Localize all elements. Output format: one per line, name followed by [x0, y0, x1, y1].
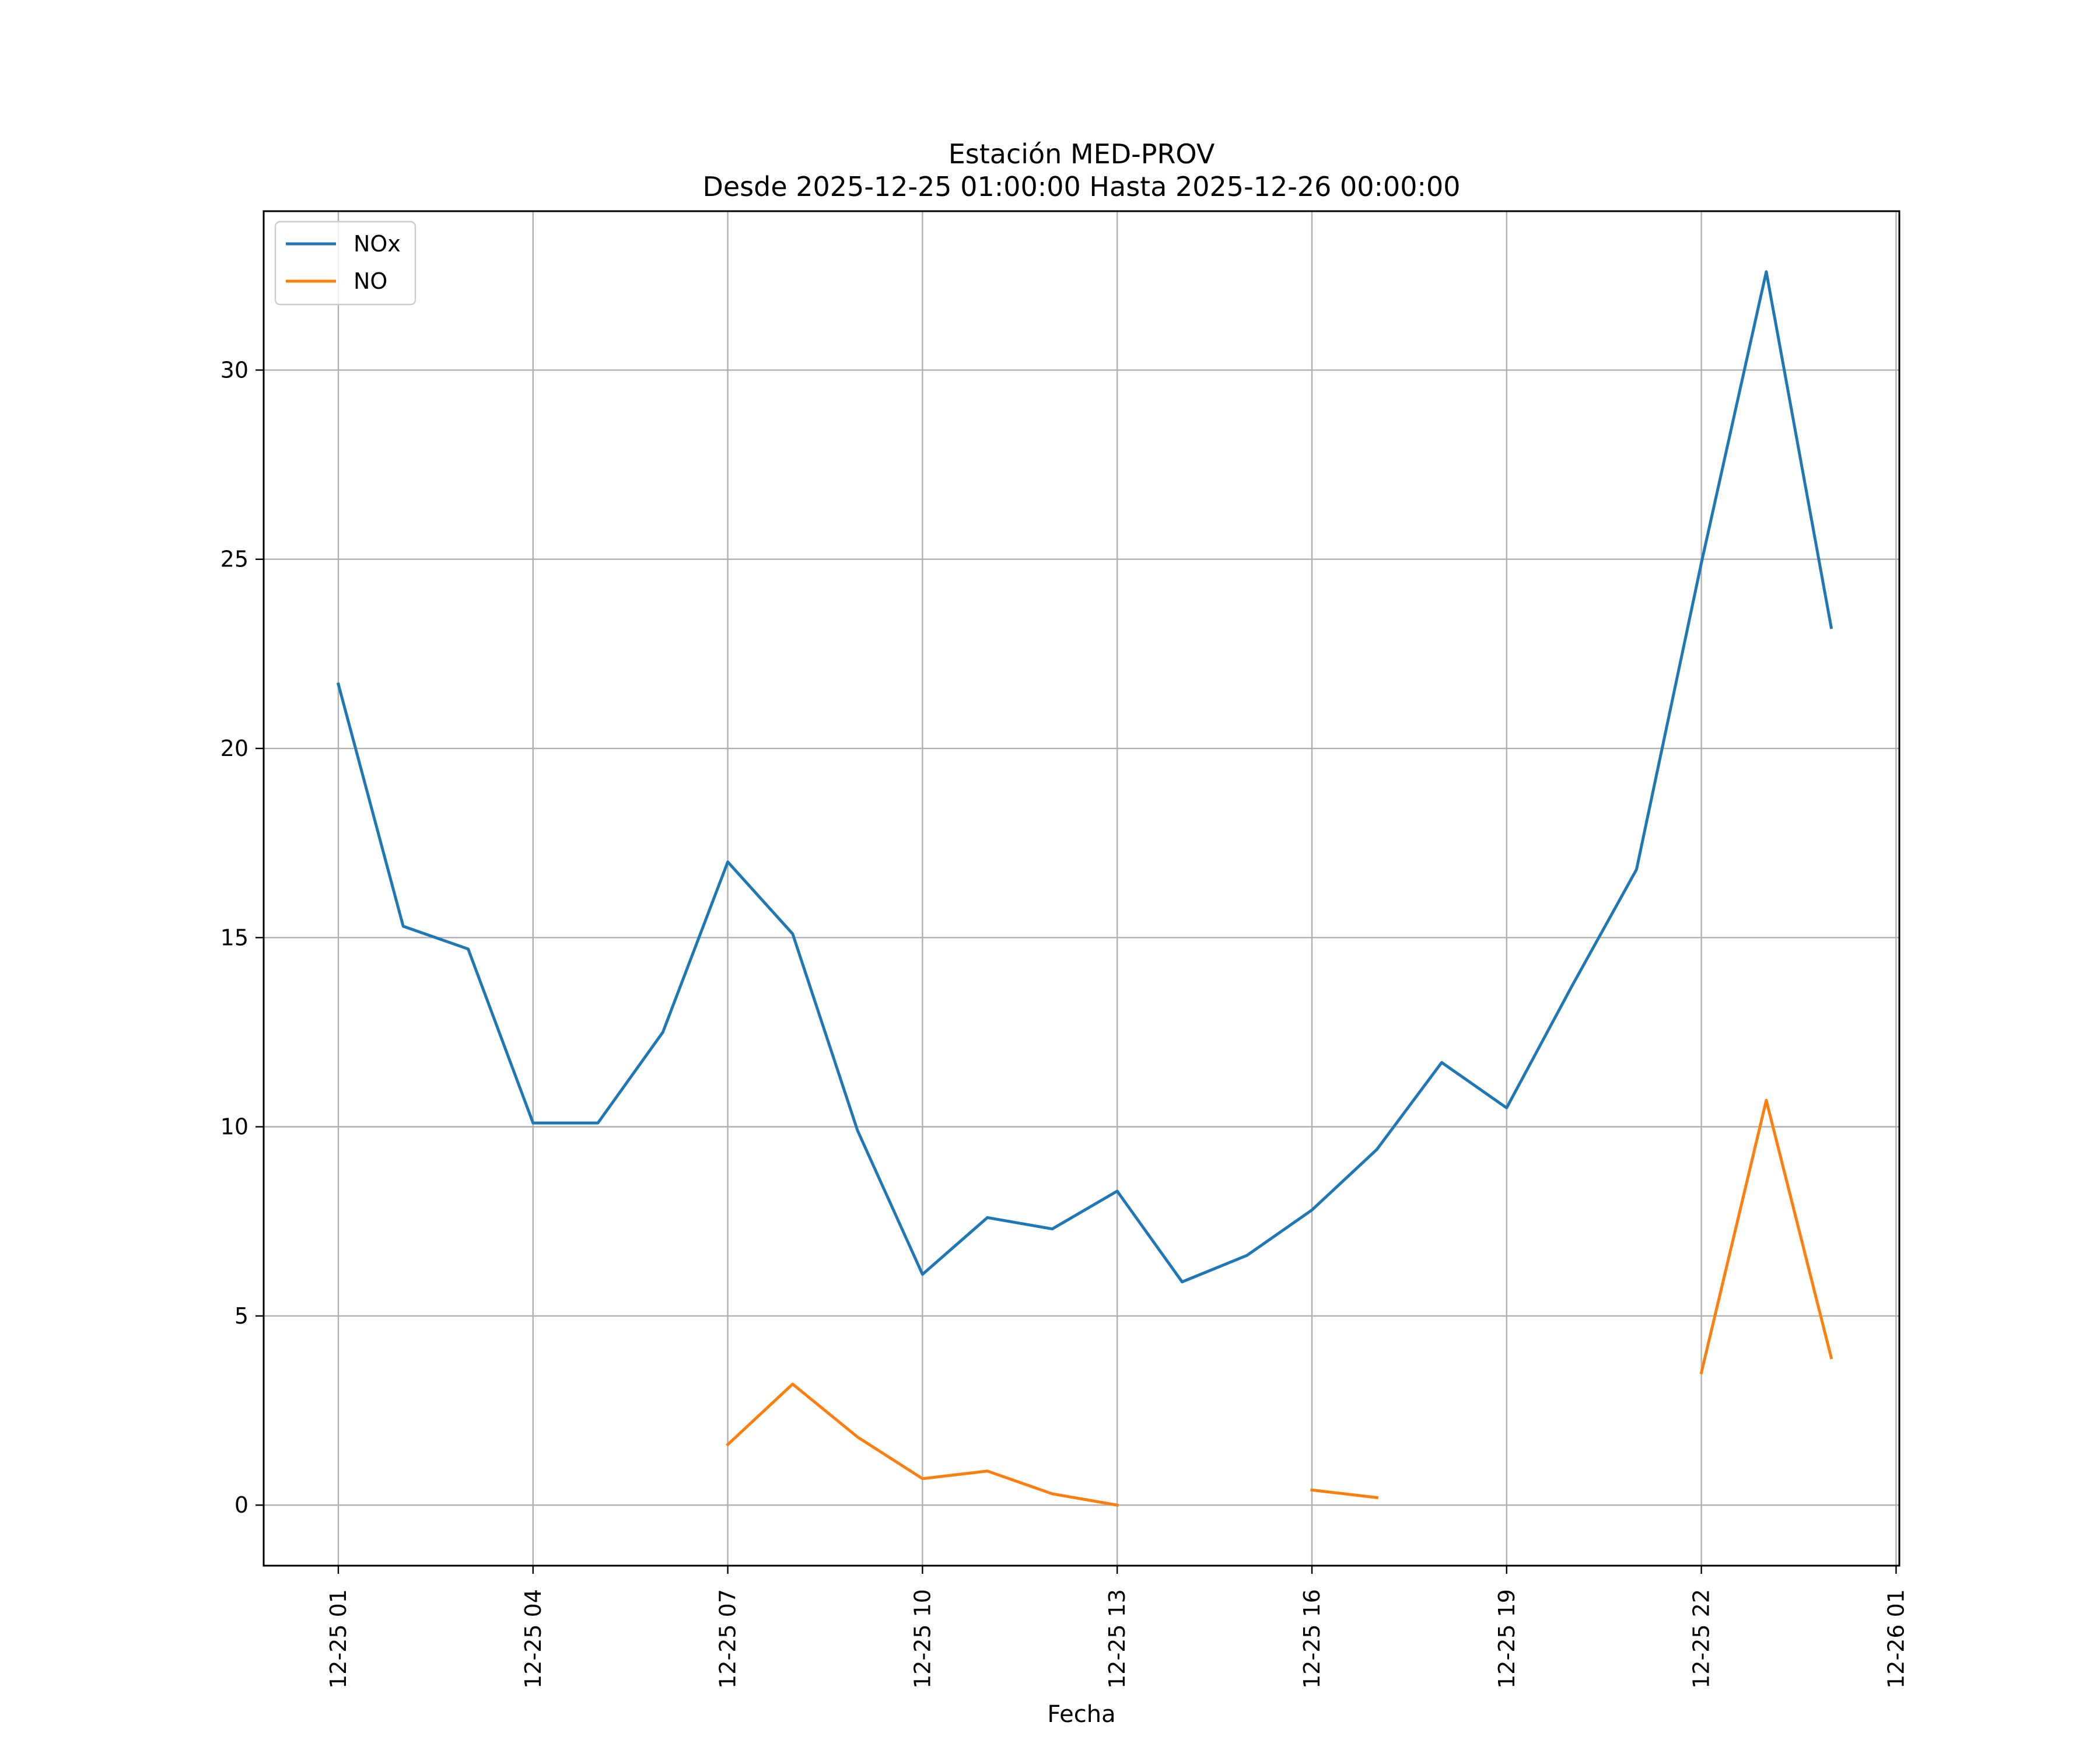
y-tick-label: 20 [220, 736, 249, 761]
series-line-no [1699, 1098, 1833, 1375]
x-tick-label: 12-25 04 [520, 1589, 546, 1689]
y-tick-label: 0 [235, 1492, 249, 1518]
y-tick-label: 15 [220, 925, 249, 950]
chart-title: Estación MED-PROV [949, 138, 1215, 170]
chart-subtitle: Desde 2025-12-25 01:00:00 Hasta 2025-12-… [702, 171, 1460, 202]
y-axis: 0 5 10 15 20 25 30 [220, 357, 264, 1518]
x-tick-label: 12-25 07 [715, 1589, 741, 1689]
x-tick-label: 12-25 10 [909, 1589, 935, 1689]
x-tick-label: 12-25 16 [1299, 1589, 1325, 1689]
legend-label-nox: NOx [354, 231, 401, 257]
x-tick-label: 12-25 13 [1104, 1589, 1130, 1689]
series-nox [336, 270, 1833, 1283]
x-axis-label: Fecha [1047, 1701, 1115, 1728]
y-tick-label: 25 [220, 547, 249, 572]
x-tick-label: 12-25 19 [1494, 1589, 1520, 1689]
plot-frame [262, 210, 1901, 1567]
legend: NOx NO [274, 220, 416, 306]
series-no [726, 1098, 1833, 1507]
grid [264, 211, 1899, 1566]
series-line-no [726, 1382, 1119, 1507]
x-tick-label: 12-26 01 [1883, 1589, 1909, 1689]
series-group [336, 270, 1833, 1507]
y-tick-label: 10 [220, 1114, 249, 1140]
series-line-nox [336, 270, 1833, 1283]
x-axis: 12-25 01 12-25 04 12-25 07 12-25 10 12-25 13… [326, 1566, 1909, 1689]
x-tick-label: 12-25 22 [1689, 1589, 1714, 1689]
legend-label-no: NO [354, 268, 387, 294]
y-tick-label: 5 [235, 1303, 249, 1329]
series-line-no [1310, 1488, 1379, 1500]
x-tick-label: 12-25 01 [326, 1589, 351, 1689]
y-tick-label: 30 [220, 357, 249, 383]
